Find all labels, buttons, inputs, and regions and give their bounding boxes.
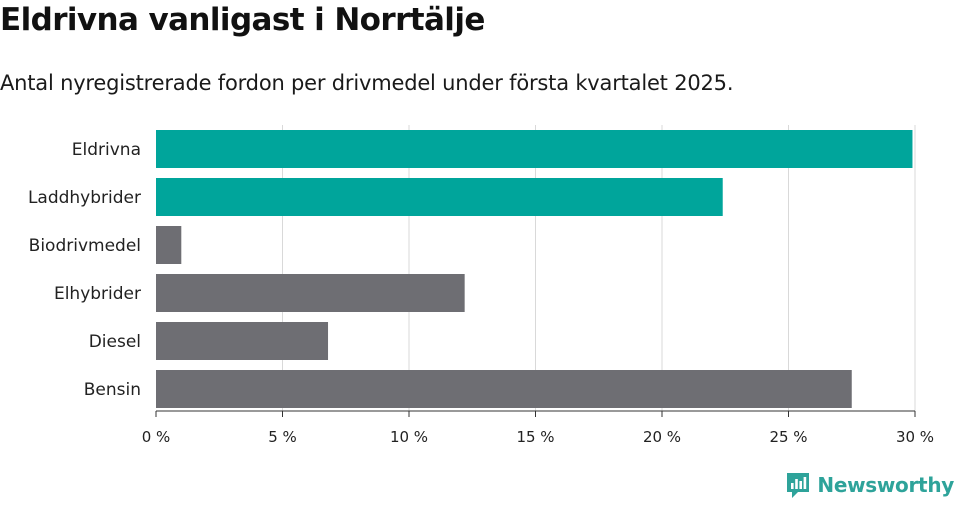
newsworthy-logo-icon — [787, 473, 810, 498]
bar-bensin — [156, 370, 852, 408]
category-label: Biodrivmedel — [29, 236, 141, 256]
chart-title: Eldrivna vanligast i Norrtälje — [0, 2, 485, 38]
x-tick-label: 20 % — [643, 428, 681, 446]
bar-laddhybrider — [156, 178, 723, 216]
x-tick-label: 5 % — [268, 428, 297, 446]
bar-chart: Eldrivna Laddhybrider Biodrivmedel Elhybrid… — [28, 125, 934, 446]
x-tick-label: 10 % — [390, 428, 428, 446]
category-label: Laddhybrider — [28, 188, 141, 208]
bar-biodrivmedel — [156, 226, 182, 264]
category-label: Diesel — [89, 332, 141, 352]
category-label: Elhybrider — [54, 284, 141, 304]
x-tick-label: 0 % — [142, 428, 171, 446]
category-label: Bensin — [84, 380, 141, 400]
x-tick-label: 25 % — [769, 428, 807, 446]
x-tick-label: 30 % — [896, 428, 934, 446]
newsworthy-logo-text: Newsworthy — [817, 473, 954, 497]
bar-elhybrider — [156, 274, 465, 312]
newsworthy-logo: Newsworthy — [785, 471, 954, 499]
bar-eldrivna — [156, 130, 913, 168]
chart-subtitle: Antal nyregistrerade fordon per drivmede… — [0, 71, 734, 95]
category-label: Eldrivna — [72, 140, 141, 160]
bar-diesel — [156, 322, 329, 360]
x-tick-label: 15 % — [516, 428, 554, 446]
